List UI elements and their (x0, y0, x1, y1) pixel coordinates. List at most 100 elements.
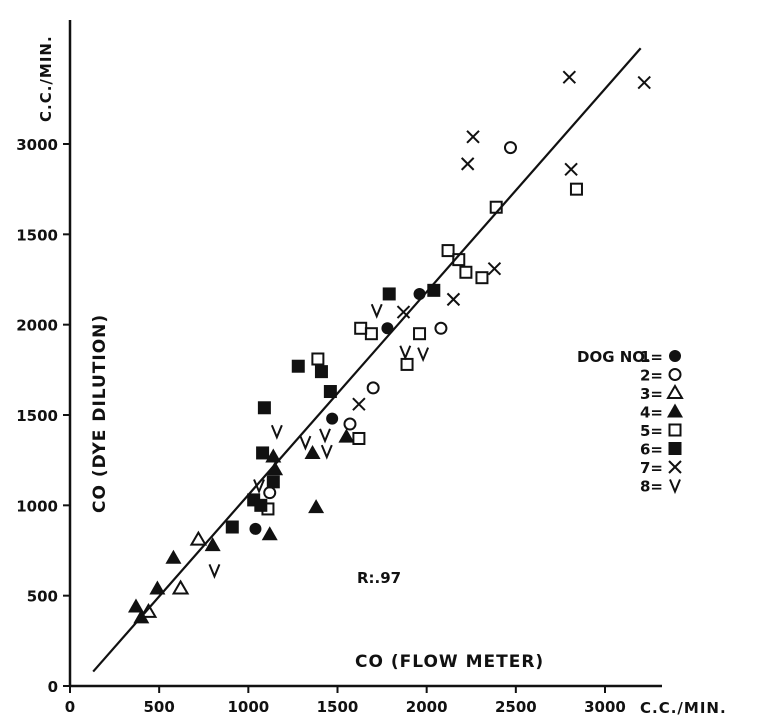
data-point-dog-6 (225, 520, 239, 534)
data-point-dog-4 (338, 428, 355, 443)
data-point-dog-2 (263, 486, 277, 500)
data-point-dog-7 (637, 75, 651, 90)
data-point-dog-2 (503, 141, 517, 155)
legend-marker-dog-8 (669, 479, 681, 495)
data-point-dog-7 (460, 157, 475, 171)
legend-label-dog-2: 2= (640, 367, 663, 385)
data-point-dog-5 (354, 321, 368, 335)
x-axis-label: CO (FLOW METER) (355, 652, 544, 672)
data-point-dog-8 (399, 345, 412, 361)
y-tick-label: 1500 (16, 226, 58, 244)
data-point-dog-6 (323, 385, 337, 399)
x-tick-label: 0 (65, 698, 75, 716)
legend-marker-dog-2 (668, 368, 682, 381)
y-tick-label: 3000 (16, 136, 58, 154)
y-tick-label: 0 (48, 678, 58, 696)
y-unit-label: C.C./MIN. (37, 35, 55, 122)
data-point-dog-7 (352, 397, 366, 411)
data-point-dog-2 (366, 381, 380, 395)
data-point-dog-8 (370, 303, 383, 319)
x-tick-label: 500 (144, 698, 175, 716)
data-point-dog-6 (314, 365, 328, 379)
correlation-annotation: R:.97 (357, 569, 401, 587)
data-point-dog-6 (254, 498, 268, 512)
data-point-dog-4 (308, 499, 325, 514)
legend-marker-dog-3 (666, 384, 684, 399)
axes (68, 20, 662, 688)
data-point-dog-4 (165, 549, 182, 564)
data-point-dog-8 (270, 424, 283, 440)
legend-marker-dog-4 (667, 403, 683, 418)
data-point-dog-4 (127, 598, 144, 613)
data-point-dog-7 (446, 292, 461, 307)
x-unit-label: C.C./MIN. (640, 699, 727, 717)
data-point-dog-6 (382, 287, 396, 301)
data-point-dog-5 (475, 271, 489, 285)
data-point-dog-7 (562, 70, 577, 84)
data-point-dog-3 (171, 579, 190, 595)
data-point-dog-2 (434, 321, 448, 335)
data-point-dog-6 (266, 475, 280, 489)
data-point-dog-7 (487, 261, 502, 276)
data-point-dog-7 (466, 130, 480, 144)
data-point-dog-8 (208, 563, 221, 579)
y-tick-label: 1500 (16, 407, 58, 425)
legend-marker-dog-5 (668, 423, 682, 437)
legend-label-dog-4: 4= (640, 404, 663, 422)
data-point-dog-1 (326, 412, 339, 425)
data-point-dog-8 (319, 428, 331, 444)
data-point-dog-4 (261, 526, 278, 541)
data-point-dog-7 (396, 305, 411, 319)
data-point-dog-3 (189, 530, 208, 546)
x-tick-label: 2500 (495, 698, 537, 716)
data-point-dog-5 (400, 357, 414, 371)
data-point-dog-8 (320, 444, 333, 460)
data-point-dog-5 (364, 327, 378, 341)
data-point-dog-5 (352, 431, 366, 445)
data-point-dog-5 (441, 244, 455, 258)
data-point-dog-4 (133, 609, 150, 624)
data-point-dog-6 (427, 283, 441, 297)
data-point-dog-2 (343, 417, 357, 431)
y-tick-label: 2000 (16, 317, 58, 335)
y-tick-label: 1000 (16, 497, 58, 515)
data-points (127, 70, 651, 624)
data-point-dog-1 (381, 322, 394, 335)
data-point-dog-5 (311, 352, 325, 366)
data-point-dog-4 (267, 461, 284, 476)
data-point-dog-4 (265, 448, 282, 463)
data-point-dog-4 (149, 580, 166, 595)
legend-label-dog-7: 7= (640, 459, 663, 477)
data-point-dog-8 (253, 479, 265, 495)
data-point-dog-6 (291, 359, 305, 373)
data-point-dog-7 (564, 162, 578, 177)
legend-label-dog-6: 6= (640, 441, 663, 459)
legend-marker-dog-1 (669, 350, 681, 362)
legend-marker-dog-6 (668, 442, 682, 455)
y-axis-label: CO (DYE DILUTION) (90, 314, 110, 513)
data-point-dog-1 (249, 522, 262, 535)
y-ticks: 0 500 1000 1500 2000 1500 3000 (16, 136, 70, 696)
x-tick-label: 2000 (406, 698, 448, 716)
legend-label-dog-1: 1= (640, 348, 663, 366)
data-point-dog-4 (304, 444, 321, 459)
legend-label-dog-3: 3= (640, 385, 663, 403)
data-point-dog-6 (256, 446, 270, 460)
data-point-dog-5 (452, 253, 466, 267)
legend: DOG NO. 1=2=3=4=5=6=7=8= (577, 348, 684, 496)
x-tick-label: 1000 (227, 698, 269, 716)
data-point-dog-4 (204, 537, 221, 552)
x-ticks: 0 500 1000 1500 2000 2500 3000 (65, 686, 626, 716)
regression-line (92, 47, 642, 673)
y-tick-label: 500 (27, 588, 58, 606)
x-tick-label: 3000 (584, 698, 626, 716)
data-point-dog-8 (299, 435, 312, 451)
data-point-dog-8 (417, 347, 430, 363)
data-point-dog-6 (257, 401, 271, 415)
data-point-dog-5 (569, 182, 583, 196)
data-point-dog-5 (489, 200, 503, 214)
legend-marker-dog-7 (668, 460, 682, 474)
legend-label-dog-5: 5= (640, 422, 663, 440)
x-tick-label: 1500 (317, 698, 359, 716)
